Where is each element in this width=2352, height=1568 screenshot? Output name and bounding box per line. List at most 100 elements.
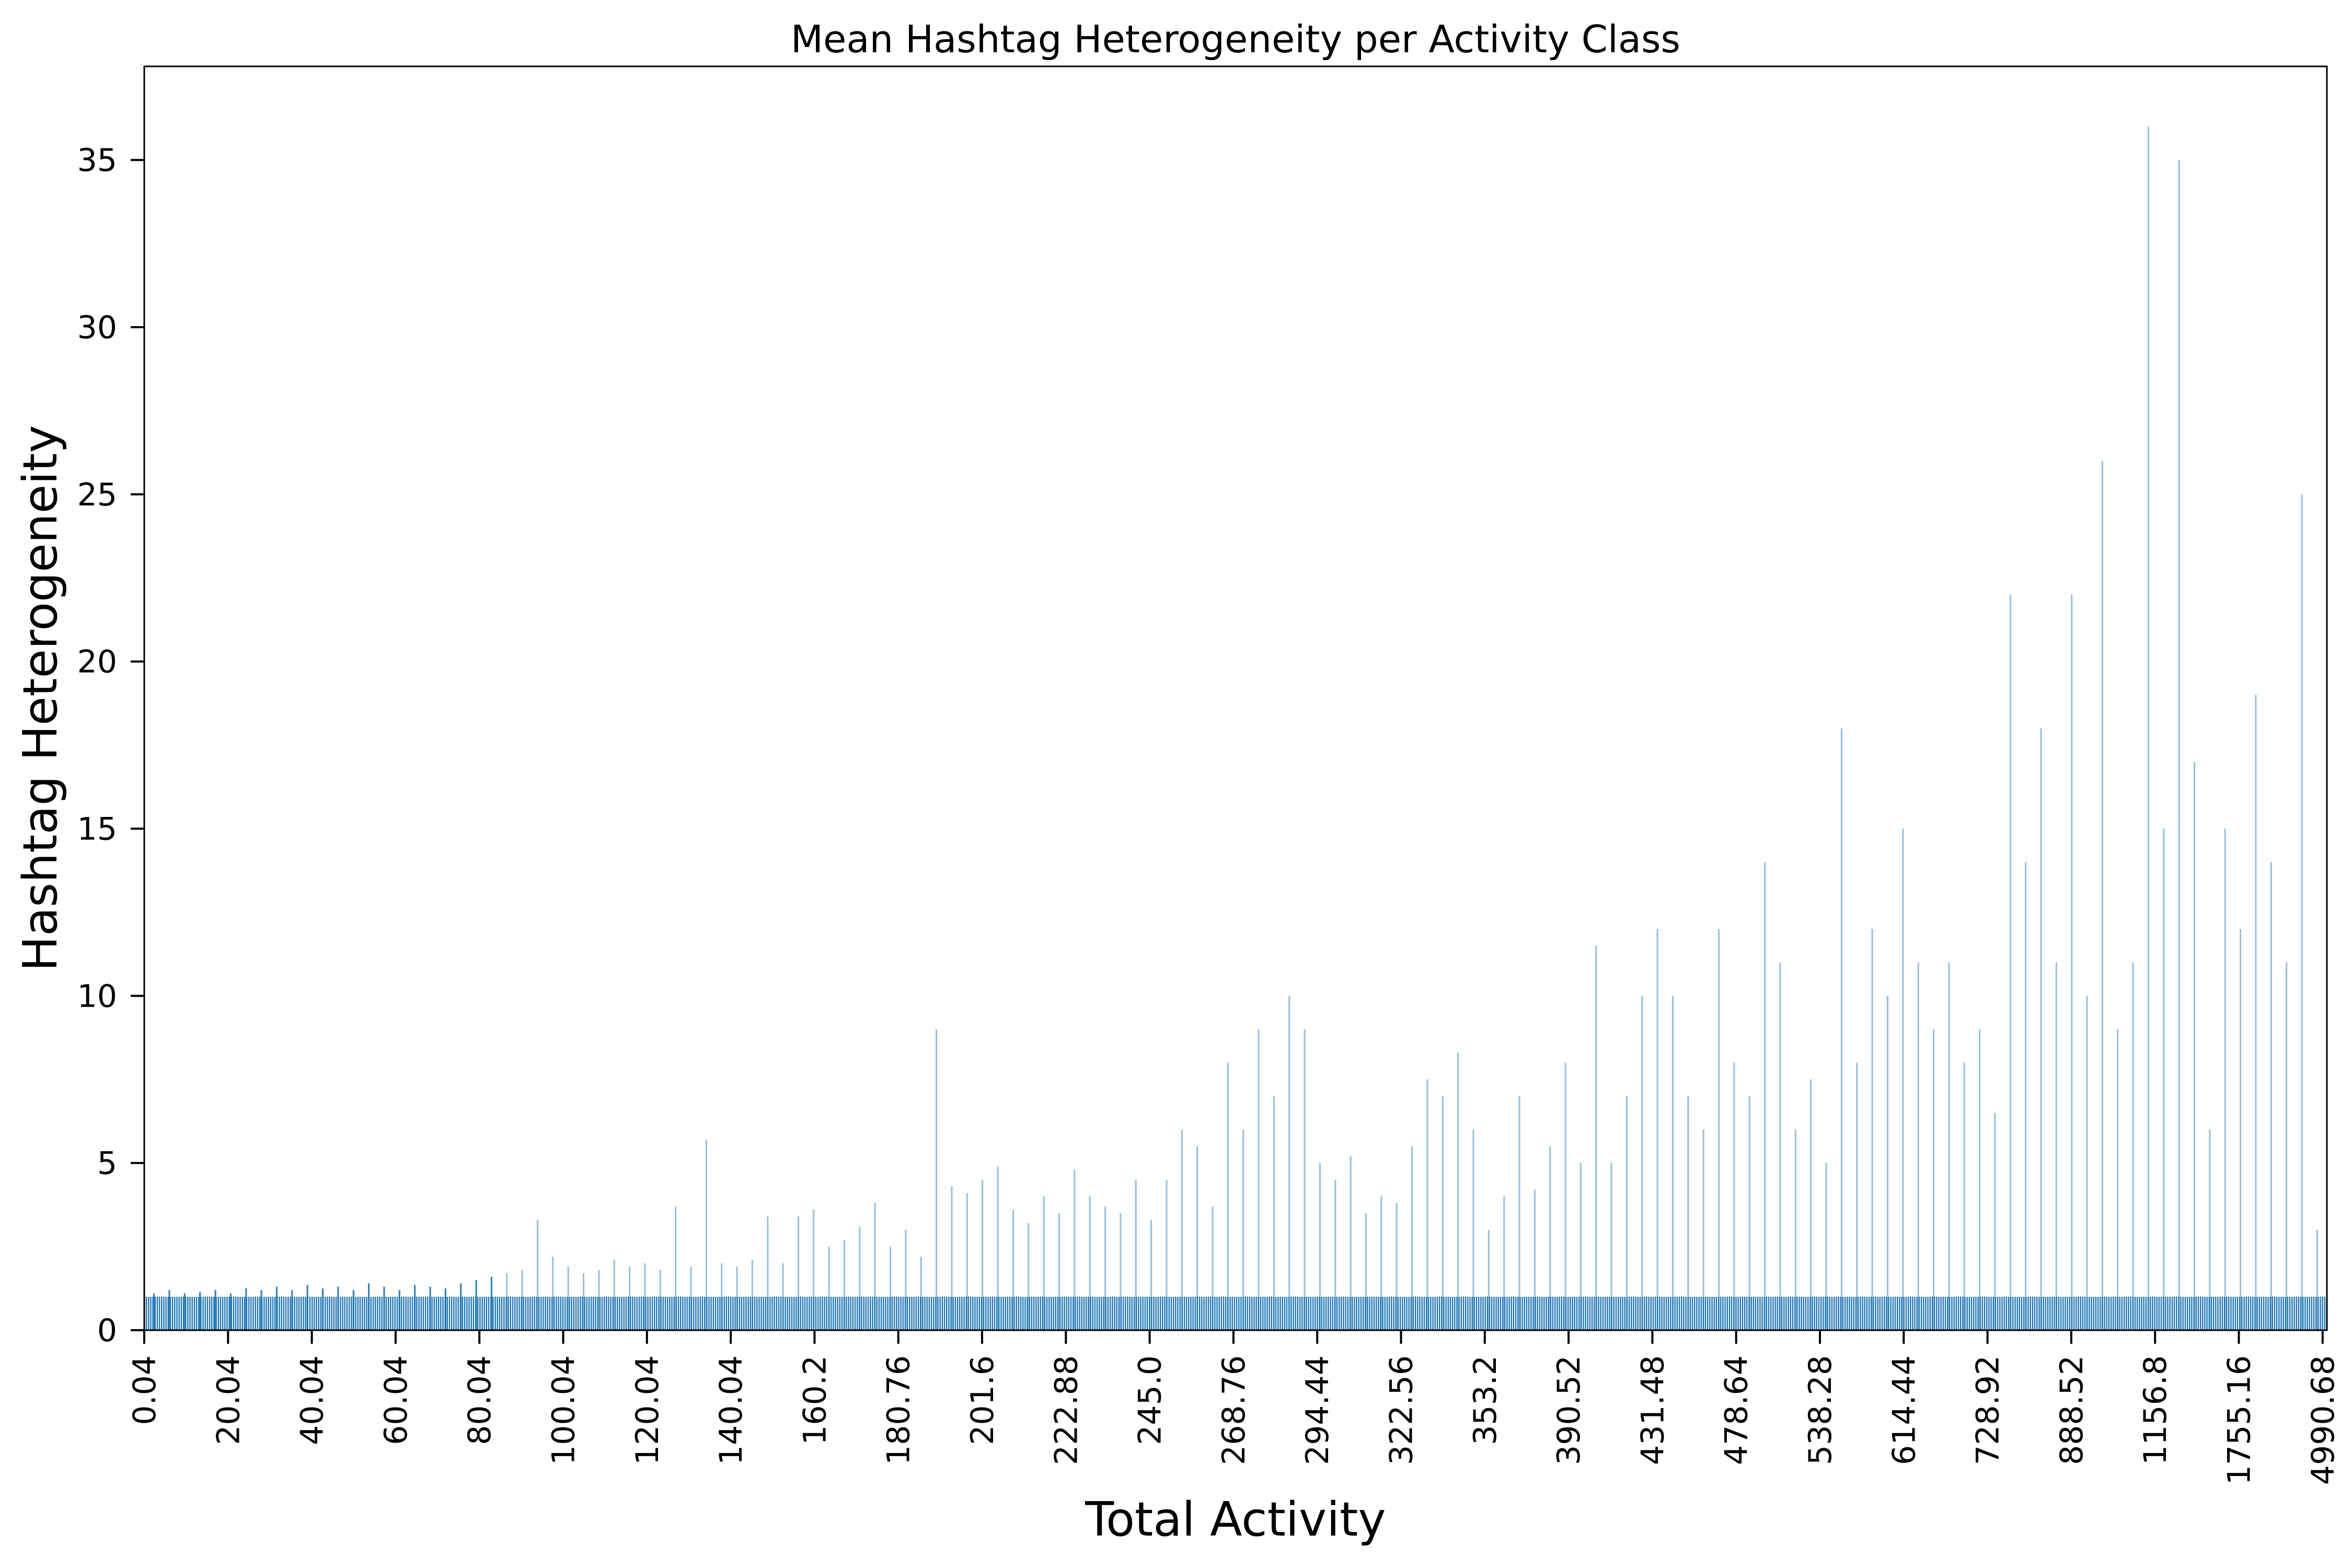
bar-baseline [294, 1297, 295, 1330]
bar-baseline [1000, 1297, 1002, 1330]
bar-baseline [736, 1297, 738, 1330]
bar [1028, 1223, 1030, 1330]
bar-baseline [1282, 1297, 1283, 1330]
bar-baseline [664, 1297, 666, 1330]
bar-baseline [2113, 1297, 2114, 1330]
bar-baseline [547, 1297, 548, 1330]
bar-baseline [1088, 1297, 1089, 1330]
bar-baseline [1696, 1297, 1698, 1330]
bar-baseline [1648, 1297, 1650, 1330]
bar-baseline [1979, 1297, 1981, 1330]
bar-baseline [872, 1297, 873, 1330]
bar-baseline [1899, 1297, 1900, 1330]
bar-baseline [1371, 1297, 1373, 1330]
bar [1979, 1029, 1981, 1330]
bar-baseline [464, 1297, 466, 1330]
bar-baseline [2110, 1297, 2112, 1330]
bar-baseline [150, 1297, 152, 1330]
bar-baseline [1847, 1297, 1848, 1330]
bar-baseline [1781, 1297, 1783, 1330]
bar-baseline [329, 1297, 330, 1330]
bar-baseline [2121, 1297, 2123, 1330]
x-tick-label: 728.92 [1970, 1355, 2007, 1465]
bar-baseline [193, 1297, 195, 1330]
bar-baseline [418, 1297, 420, 1330]
bar-baseline [1535, 1297, 1536, 1330]
bar-baseline [536, 1297, 538, 1330]
bar-baseline [1953, 1297, 1955, 1330]
y-tick-label: 0 [97, 1312, 117, 1349]
bar-baseline [874, 1297, 875, 1330]
bar-baseline [1064, 1297, 1065, 1330]
bar-baseline [523, 1297, 524, 1330]
bar-baseline [514, 1297, 516, 1330]
bar-baseline [1229, 1297, 1231, 1330]
bar-baseline [1798, 1297, 1800, 1330]
bar [1089, 1196, 1091, 1330]
bar-baseline [933, 1297, 935, 1330]
bar [199, 1292, 201, 1330]
bar-baseline [333, 1297, 335, 1330]
bar-baseline [1170, 1297, 1172, 1330]
bar-baseline [1870, 1297, 1872, 1330]
bar-baseline [2145, 1297, 2147, 1330]
bar [337, 1286, 339, 1330]
bar-baseline [710, 1297, 712, 1330]
bar-baseline [1541, 1297, 1543, 1330]
bar [1779, 962, 1781, 1330]
bar-baseline [2278, 1297, 2280, 1330]
bar-baseline [954, 1297, 956, 1330]
bar-baseline [911, 1297, 913, 1330]
bar-baseline [2021, 1297, 2023, 1330]
bar-baseline [1931, 1297, 1933, 1330]
bar-baseline [1421, 1297, 1423, 1330]
bar-baseline [695, 1297, 697, 1330]
bar-baseline [455, 1297, 457, 1330]
bar-baseline [1399, 1297, 1401, 1330]
bar-baseline [2102, 1297, 2103, 1330]
bar-baseline [187, 1297, 189, 1330]
bar-baseline [2265, 1297, 2267, 1330]
bar [951, 1186, 953, 1330]
bar [1718, 929, 1720, 1330]
bar-baseline [811, 1297, 812, 1330]
bar-baseline [987, 1297, 989, 1330]
bar-baseline [693, 1297, 695, 1330]
bar [736, 1266, 738, 1330]
bar-baseline [1890, 1297, 1892, 1330]
bar-baseline [697, 1297, 699, 1330]
bar-baseline [804, 1297, 806, 1330]
bar [1886, 996, 1889, 1330]
bar-baseline [1441, 1297, 1443, 1330]
bar-baseline [309, 1297, 311, 1330]
bar-baseline [1864, 1297, 1865, 1330]
bar-baseline [335, 1297, 337, 1330]
bar-baseline [658, 1297, 660, 1330]
bar-baseline [1352, 1297, 1353, 1330]
bar [1181, 1129, 1183, 1330]
bar [1948, 962, 1950, 1330]
bar-baseline [1175, 1297, 1177, 1330]
bar-baseline [206, 1297, 209, 1330]
bar-baseline [403, 1297, 405, 1330]
bar-baseline [1918, 1297, 1920, 1330]
bar-baseline [468, 1297, 470, 1330]
bar-baseline [1805, 1297, 1807, 1330]
bar-baseline [1116, 1297, 1117, 1330]
bar-baseline [859, 1297, 860, 1330]
bar-baseline [377, 1297, 378, 1330]
bar-baseline [312, 1297, 313, 1330]
bar [1534, 1190, 1536, 1330]
bar [659, 1270, 661, 1330]
bar-baseline [2197, 1297, 2199, 1330]
bar-baseline [158, 1297, 160, 1330]
bar-baseline [481, 1297, 483, 1330]
bar [444, 1288, 446, 1330]
bar-baseline [771, 1297, 773, 1330]
bar-baseline [2043, 1297, 2044, 1330]
bar-baseline [477, 1297, 479, 1330]
bar-baseline [1133, 1297, 1135, 1330]
bar-baseline [1395, 1297, 1397, 1330]
bar-baseline [943, 1297, 946, 1330]
x-tick-label: 390.52 [1551, 1355, 1587, 1465]
